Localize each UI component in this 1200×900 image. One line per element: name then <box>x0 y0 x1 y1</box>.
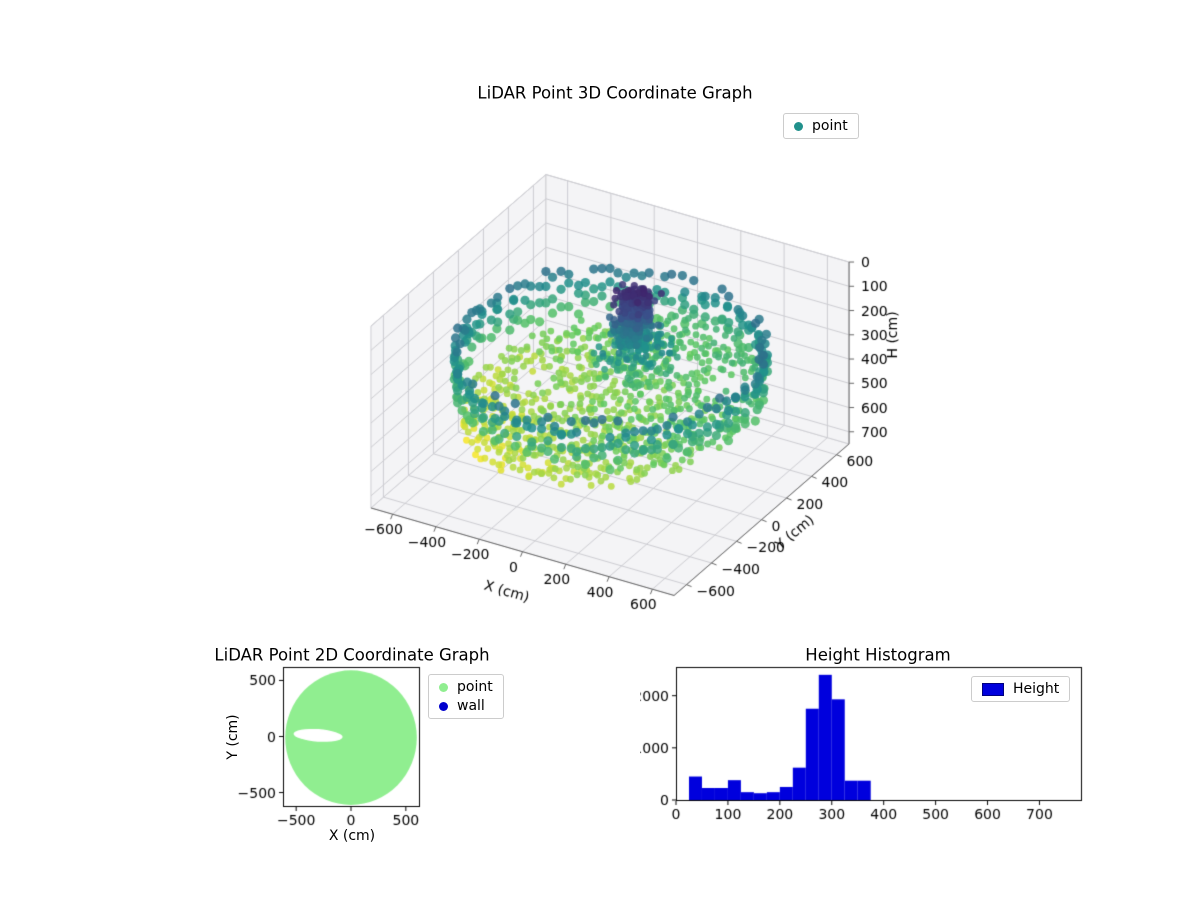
plot2d-ylabel: Y (cm) <box>225 714 241 760</box>
legend-label: Height <box>1013 681 1060 697</box>
legend-swatch <box>982 682 1004 696</box>
legend-item: point <box>439 679 493 695</box>
plot3d-title: LiDAR Point 3D Coordinate Graph <box>477 83 753 103</box>
legend-item: Height <box>982 681 1059 697</box>
legend-marker-dot <box>439 682 448 692</box>
legend-label: point <box>812 118 848 134</box>
legend-label: point <box>457 679 493 695</box>
histogram-canvas <box>640 640 1110 840</box>
histogram-legend: Height <box>971 676 1071 702</box>
plot2d-legend: point wall <box>428 674 504 719</box>
plot3d-legend: point <box>783 113 859 139</box>
plot3d-scatter-canvas <box>340 130 940 650</box>
legend-marker-dot <box>439 701 448 711</box>
legend-marker-dot <box>794 121 803 131</box>
legend-item: wall <box>439 698 493 714</box>
legend-label: wall <box>457 698 485 714</box>
plot2d-xlabel: X (cm) <box>328 828 376 844</box>
plot2d-scatter-canvas <box>200 640 460 855</box>
legend-item: point <box>794 118 848 134</box>
